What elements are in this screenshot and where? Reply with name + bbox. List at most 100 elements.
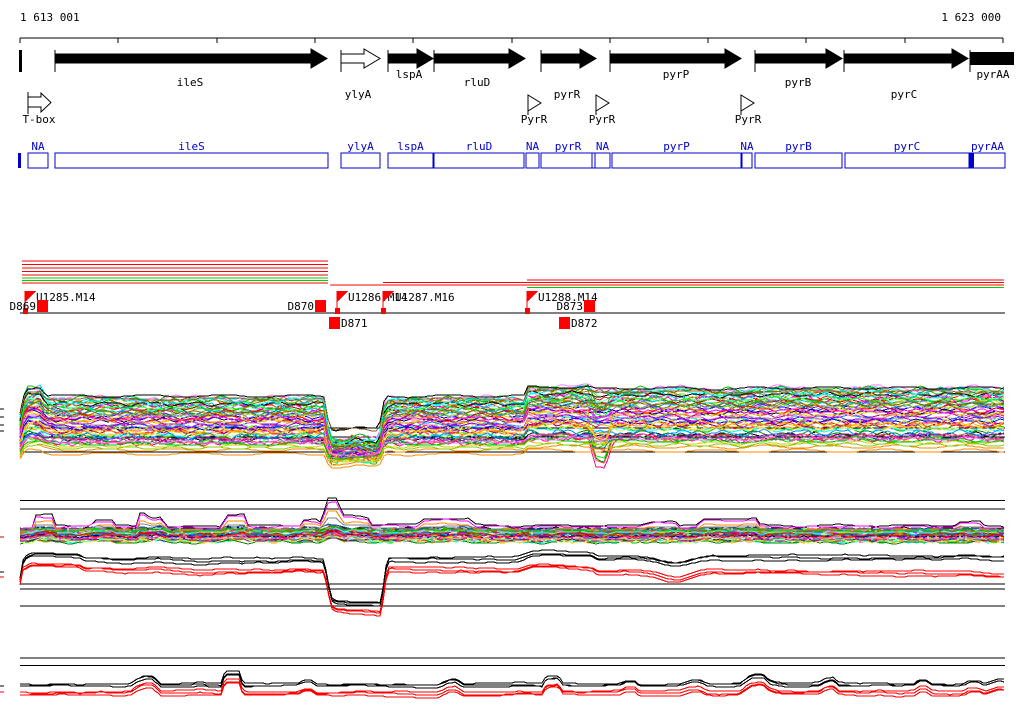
- segment-box-pyrC[interactable]: [844, 152, 970, 169]
- expression-series-low: [19, 436, 1005, 457]
- gene-arrow-clipped[interactable]: [19, 50, 22, 72]
- expression-panel-2: [0, 497, 1005, 545]
- gene-arrow-ileS[interactable]: [54, 48, 328, 69]
- expression-series: [19, 390, 1005, 445]
- probe-up-flag-U1287.M16[interactable]: [383, 291, 394, 302]
- trace-black: [19, 554, 1004, 607]
- probe-label-D870: D870: [288, 300, 315, 313]
- probe-flag-foot: [335, 308, 340, 314]
- expression-panel-4: [0, 657, 1005, 699]
- gene-arrow-rluD[interactable]: [433, 48, 526, 69]
- segment-box-filled[interactable]: [18, 153, 21, 168]
- segment-label-lspA: lspA: [397, 140, 424, 153]
- site-label-0: T-box: [22, 113, 55, 126]
- expression-series: [19, 407, 1005, 455]
- expression-envelope: [19, 501, 1005, 530]
- gene-arrow-lspA[interactable]: [387, 48, 434, 69]
- trace-red: [20, 681, 1005, 696]
- pyrr-binding-site-triangle[interactable]: [740, 94, 755, 112]
- site-label-2: PyrR: [589, 113, 616, 126]
- segment-box-pyrR[interactable]: [540, 152, 596, 169]
- segment-box-pyrP[interactable]: [611, 152, 742, 169]
- expression-series: [19, 386, 1005, 445]
- expression-series: [19, 414, 1005, 459]
- probe-down-box-D869[interactable]: [37, 300, 48, 312]
- probe-down-box-D871[interactable]: [329, 317, 340, 329]
- probe-label-U1288.M14: U1288.M14: [538, 291, 598, 304]
- expression-series: [19, 390, 1004, 445]
- probe-down-box-D873[interactable]: [584, 300, 595, 312]
- segment-label-NA: NA: [31, 140, 45, 153]
- gene-label-pyrP: pyrP: [663, 68, 690, 81]
- segment-label-NA: NA: [526, 140, 540, 153]
- probe-label-D871: D871: [341, 317, 368, 330]
- trace-black: [20, 670, 1004, 686]
- expression-series: [19, 412, 1004, 459]
- probe-label-U1287.M16: U1287.M16: [395, 291, 455, 304]
- segment-box-rluD[interactable]: [433, 152, 525, 169]
- tbox-site-arrow[interactable]: [27, 91, 52, 114]
- expression-series: [19, 428, 1005, 455]
- expression-series: [19, 384, 1005, 445]
- segment-box-NA[interactable]: [27, 152, 49, 169]
- gene-arrow-pyrC[interactable]: [843, 48, 969, 69]
- expression-series: [19, 419, 1004, 462]
- probe-label-D872: D872: [571, 317, 598, 330]
- expression-series-low: [19, 438, 1005, 460]
- segment-label-rluD: rluD: [466, 140, 493, 153]
- expression-panel-3: [0, 549, 1005, 617]
- gene-arrow-ylyA[interactable]: [340, 48, 381, 69]
- expression-series: [19, 405, 1005, 454]
- expression-series: [19, 400, 1005, 451]
- probe-up-flag-U1285.M14[interactable]: [25, 291, 36, 302]
- segment-box-ileS[interactable]: [54, 152, 329, 169]
- probe-down-box-D870[interactable]: [315, 300, 326, 312]
- segment-track: NA ileS ylyA lspA rluD NA pyrR NA pyrP NA pyrB pyrC…: [18, 140, 1006, 169]
- expression-series-low: [19, 444, 1004, 466]
- expression-series: [19, 402, 1005, 452]
- segment-label-NA: NA: [740, 140, 754, 153]
- segment-box-lspA[interactable]: [387, 152, 434, 169]
- gene-arrow-pyrAA[interactable]: [970, 52, 1014, 65]
- segment-box-pyrAA[interactable]: [969, 152, 1006, 169]
- segment-label-NA: NA: [596, 140, 610, 153]
- gene-label-pyrB: pyrB: [785, 76, 812, 89]
- segment-box-NA[interactable]: [741, 152, 753, 169]
- trace-black: [20, 673, 1004, 687]
- trace-red: [19, 565, 1004, 617]
- segment-box-pyrB[interactable]: [754, 152, 843, 169]
- gene-arrow-pyrP[interactable]: [609, 48, 742, 69]
- probe-flag-foot: [381, 308, 386, 314]
- gene-arrow-pyrR[interactable]: [540, 48, 597, 69]
- expression-series: [19, 537, 1004, 545]
- probe-down-box-D872[interactable]: [559, 317, 570, 329]
- probe-up-flag-U1286.M14[interactable]: [337, 291, 348, 302]
- pyrr-binding-site-triangle[interactable]: [595, 94, 610, 112]
- segment-thick-edge: [970, 153, 974, 168]
- segment-label-ylyA: ylyA: [347, 140, 374, 153]
- probe-label-U1285.M14: U1285.M14: [36, 291, 96, 304]
- expression-series: [19, 417, 1005, 461]
- gene-label-ylyA: ylyA: [345, 88, 372, 101]
- segment-label-pyrP: pyrP: [663, 140, 690, 153]
- segment-label-pyrAA: pyrAA: [971, 140, 1004, 153]
- trace-black: [19, 553, 1004, 604]
- segment-box-ylyA[interactable]: [340, 152, 381, 169]
- ruler-start-coordinate: 1 613 001: [20, 11, 80, 24]
- expression-series: [19, 418, 1005, 462]
- expression-series: [20, 537, 1004, 542]
- segment-box-NA[interactable]: [594, 152, 611, 169]
- gene-label-ileS: ileS: [177, 76, 204, 89]
- expression-series: [19, 395, 1004, 446]
- segment-box-NA[interactable]: [525, 152, 540, 169]
- expression-series: [20, 526, 1005, 533]
- probe-up-flag-U1288.M14[interactable]: [527, 291, 538, 302]
- pyrr-binding-site-triangle[interactable]: [527, 94, 542, 112]
- ruler: [19, 37, 1004, 43]
- expression-panel-1: [0, 383, 1005, 469]
- site-label-3: PyrR: [735, 113, 762, 126]
- gene-arrow-pyrB[interactable]: [754, 48, 843, 69]
- expression-series: [19, 536, 1005, 544]
- trace-red: [19, 562, 1004, 613]
